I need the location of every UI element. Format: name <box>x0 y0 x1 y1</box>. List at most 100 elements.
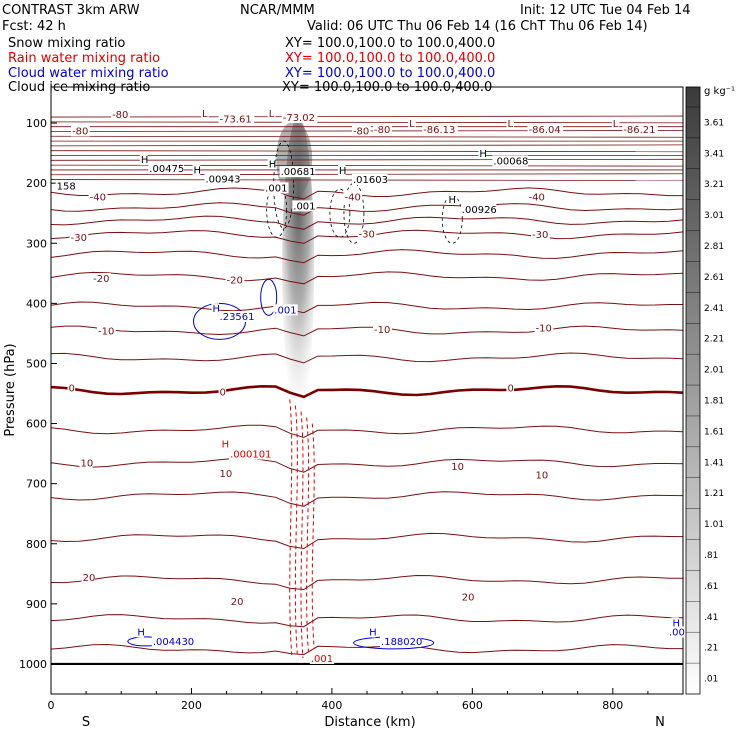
temperature-label-bg <box>351 125 371 137</box>
rain-label: .000101 <box>230 450 271 461</box>
colorbar-label: 3.61 <box>704 118 724 128</box>
temperature-label: -80 <box>353 126 369 137</box>
temperature-contour <box>50 491 684 507</box>
temperature-contour <box>50 301 683 314</box>
cloud-water-label-bg <box>136 626 144 638</box>
cloud-water-label: H <box>213 304 221 315</box>
colorbar-label: 3.21 <box>704 180 724 190</box>
colorbar-label: .61 <box>704 582 718 592</box>
rain-label: .001 <box>311 654 333 665</box>
temperature-label: -80 <box>72 126 88 137</box>
temperature-contour <box>50 457 684 473</box>
x-axis-label: Distance (km) <box>324 715 415 730</box>
snow-ice-label-bg <box>460 204 497 216</box>
low-label-bg <box>218 113 255 125</box>
snow-ice-label-bg <box>478 148 486 160</box>
low-label: L <box>269 109 275 120</box>
temperature-label-bg <box>81 571 95 583</box>
theta-line <box>50 115 684 118</box>
colorbar-label: 2.41 <box>704 304 724 314</box>
colorbar-unit: g kg⁻¹ <box>704 86 735 97</box>
snow-ice-label-bg <box>337 164 346 176</box>
cloud-water-label: H <box>672 618 680 629</box>
snow-ice-label-bg <box>192 164 201 176</box>
temperature-label-bg <box>343 191 363 203</box>
temperature-label: 20 <box>462 593 475 604</box>
temperature-contour <box>50 325 684 337</box>
temperature-label-bg <box>527 191 547 203</box>
temperature-label: -20 <box>227 275 243 286</box>
temperature-label-bg <box>229 595 243 607</box>
snow-ice-label: .01603 <box>353 175 388 186</box>
cloud-water-label: H <box>369 627 377 638</box>
snow-ice-label: .00926 <box>462 205 497 216</box>
temperature-label: 20 <box>231 597 244 608</box>
y-tick-label: 600 <box>26 418 47 431</box>
colorbar-label: 3.41 <box>704 149 724 159</box>
x-tick-label: 600 <box>462 699 483 712</box>
snow-ice-label-bg <box>148 163 184 175</box>
theta-line <box>50 135 684 138</box>
temperature-contour <box>50 271 684 285</box>
colorbar-label: 2.21 <box>704 335 724 345</box>
colorbar-label: 2.81 <box>704 242 724 252</box>
snow-shading-core <box>276 121 313 198</box>
cloud-water-contour <box>260 278 278 316</box>
snow-ice-label-bg <box>139 154 148 166</box>
temperature-label-bg <box>531 229 550 241</box>
y-axis-label: Pressure (hPa) <box>3 343 18 436</box>
temperature-label: -10 <box>536 323 552 334</box>
cloud-water-label-bg <box>273 304 298 316</box>
temperature-label: -10 <box>98 326 114 337</box>
low-label: -86.04 <box>529 125 561 136</box>
header-center: NCAR/MMM <box>240 3 315 18</box>
freezing-level-contour <box>50 384 684 399</box>
temperature-contour <box>50 574 684 591</box>
temperature-label: 10 <box>536 471 549 482</box>
rain-contour <box>300 411 304 658</box>
rain-contour <box>306 417 310 655</box>
cloud-water-label: .188020 <box>381 637 422 648</box>
theta-line <box>50 150 684 153</box>
low-label: -73.02 <box>283 113 315 124</box>
rain-label-bg <box>220 438 229 450</box>
temperature-label-bg <box>373 324 392 336</box>
snow-ice-label-bg <box>267 158 276 170</box>
snow-ice-label: .00943 <box>205 174 240 185</box>
colorbar-label: .01 <box>704 675 718 685</box>
snow-ice-label-bg <box>351 173 388 185</box>
theta-line <box>50 144 684 147</box>
cloud-water-label-bg <box>380 636 422 648</box>
snow-ice-label: H <box>269 159 277 170</box>
temperature-label-bg <box>225 274 245 286</box>
temperature-label-bg <box>111 109 130 121</box>
low-label: L <box>409 119 415 130</box>
cloud-water-label: .007 <box>669 627 691 638</box>
theta-line <box>50 158 684 161</box>
low-label: L <box>202 109 208 120</box>
snow-ice-label-bg <box>264 182 289 194</box>
snow-ice-label: H <box>339 166 347 177</box>
temperature-label-bg <box>373 124 392 136</box>
cloud-ice-contour <box>441 194 463 244</box>
rain-label: H <box>222 439 230 450</box>
colorbar-label: 2.61 <box>704 273 724 283</box>
low-label-bg <box>506 118 515 130</box>
snow-ice-label-bg <box>447 193 456 205</box>
snow-ice-label-bg <box>279 166 316 178</box>
temperature-label: -10 <box>374 325 390 336</box>
snow-ice-label-bg <box>204 173 241 185</box>
colorbar-label: 1.21 <box>704 489 724 499</box>
rain-label-bg <box>229 448 271 460</box>
temperature-label-bg <box>506 382 515 394</box>
field-cloudwater-name: Cloud water mixing ratio <box>8 66 169 81</box>
y-tick-label: 700 <box>26 478 47 491</box>
low-label-bg <box>527 124 564 136</box>
low-label-bg <box>611 118 620 130</box>
rain-contour <box>289 399 293 655</box>
temperature-label-bg <box>71 125 90 137</box>
temperature-label-bg <box>218 386 227 398</box>
temperature-label: -40 <box>345 192 361 203</box>
colorbar-label: 3.01 <box>704 211 724 221</box>
